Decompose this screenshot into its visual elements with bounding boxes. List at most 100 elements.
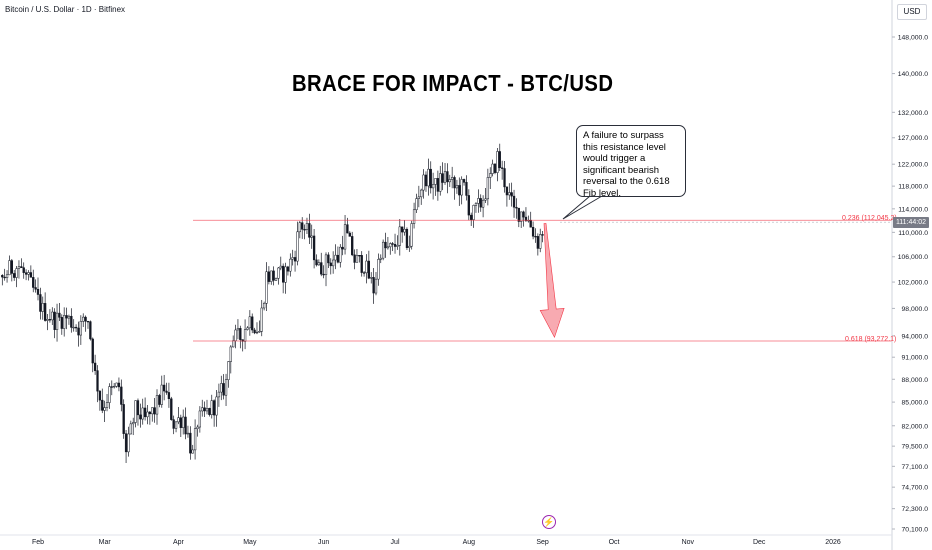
candle [460,176,463,205]
candle [251,313,254,334]
candle-body [41,303,44,312]
candle-body [203,407,206,412]
candle-body [251,316,254,331]
time-tick-label: Aug [463,539,476,546]
candle [458,177,461,206]
candle-body [65,315,68,319]
candle-body [315,259,318,266]
candle-body [286,266,290,272]
candle [191,444,194,454]
candle [248,310,251,336]
time-tick-label: Sep [536,539,549,546]
candle [403,220,406,236]
candle-body [177,417,180,423]
candle [222,374,225,400]
symbol-title[interactable]: Bitcoin / U.S. Dollar · 1D · Bitfinex [5,5,126,14]
candle [84,315,87,332]
candle-body [132,422,135,425]
fib-level-0618-label: 0.618 (93,272.1) [845,335,897,343]
candle-body [212,400,216,416]
candle [229,345,232,374]
candle-body [32,277,35,288]
candle-body [208,408,211,415]
price-tick-label: 110,000.0 [898,230,928,237]
candle [239,325,242,349]
candle [331,251,335,274]
candle-body [205,408,209,412]
candle-body [129,423,132,435]
candle [465,175,468,201]
candle [522,210,525,227]
candle-body [201,407,204,412]
candle-body [505,186,509,196]
candle-body [403,228,406,233]
candle [165,382,168,395]
candle-body [310,235,313,238]
candle-body [13,273,16,278]
candle-body [91,338,94,364]
price-tick-label: 77,100.0 [902,464,929,471]
candle [151,407,154,422]
candle-body [470,214,473,220]
candle [227,361,230,388]
candle [91,337,94,373]
candle [505,186,509,207]
candle [481,195,485,218]
candle-body [408,245,411,248]
candle [436,170,440,201]
candle-body [22,267,25,273]
candle-body [367,260,371,279]
candle-body [329,262,332,267]
candle-body [182,416,185,428]
callout-text: A failure to surpass this resistance lev… [583,130,670,199]
candle [529,211,532,228]
candle [489,167,492,189]
candle-body [246,327,249,330]
candle-body [158,395,161,405]
candle [55,303,59,342]
candle [96,365,99,403]
candle-body [472,205,475,220]
candle-body [198,410,202,428]
candle-body [127,433,130,453]
candle [212,399,216,427]
candle [470,212,473,226]
candle-body [134,400,137,423]
candle-body [262,303,266,309]
price-tick-label: 148,000.0 [898,35,928,42]
candle [160,375,163,408]
candle-body [353,254,356,263]
candle-body [515,206,518,209]
candle-body [29,272,33,278]
candle-body [324,254,328,275]
candle-body [493,163,497,173]
candle [158,393,161,408]
candle-body [217,391,221,398]
time-tick-label: Feb [32,539,44,546]
candle [308,213,311,244]
candle-body [196,426,199,429]
candle [77,321,80,347]
candle-body [17,266,21,269]
candle-body [372,277,375,294]
callout-pointer [562,195,603,220]
candle-body [427,168,430,187]
candle-body [312,235,316,261]
candle [327,252,330,268]
candle-body [141,407,144,420]
candle-body [96,370,99,392]
candle [320,252,323,277]
callout-box[interactable]: A failure to surpass this resistance lev… [576,125,686,199]
candle [496,147,499,182]
currency-button[interactable]: USD [897,4,927,20]
candle [20,258,23,268]
candle-body [284,266,287,283]
lightning-icon[interactable]: ⚡ [542,515,556,529]
candle-body [448,179,451,183]
time-tick-label: Dec [753,539,766,546]
candle [289,253,292,277]
candle-body [365,260,368,274]
candle-body [146,411,149,418]
